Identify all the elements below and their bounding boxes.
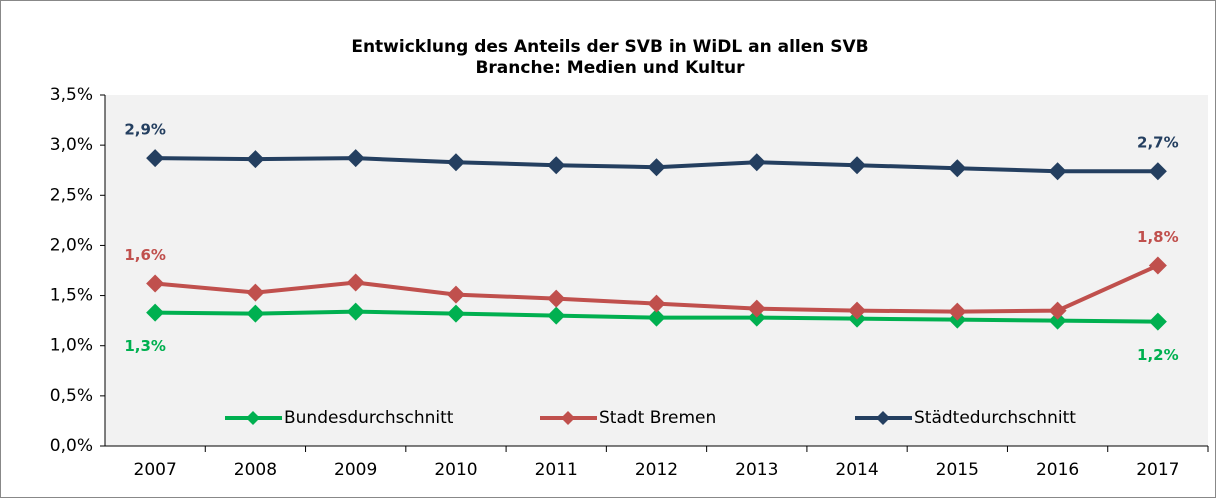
point: [1148, 312, 1167, 331]
point: [547, 306, 566, 325]
point: [547, 289, 566, 308]
x-tick-label: 2011: [535, 460, 578, 480]
chart-title: Entwicklung des Anteils der SVB in WiDL …: [351, 37, 868, 57]
data-label: 1,2%: [1137, 346, 1179, 364]
point: [747, 153, 766, 172]
y-tick-label: 2,0%: [50, 235, 93, 255]
y-tick-label: 1,5%: [50, 286, 93, 306]
point: [1048, 301, 1067, 320]
point: [1148, 162, 1167, 181]
chart-subtitle: Branche: Medien und Kultur: [475, 58, 745, 78]
x-tick-label: 2007: [134, 460, 177, 480]
point: [246, 283, 265, 302]
data-label: 1,8%: [1137, 228, 1179, 246]
point: [948, 302, 967, 321]
point: [246, 304, 265, 323]
point: [647, 294, 666, 313]
point: [647, 158, 666, 177]
x-tick-label: 2012: [635, 460, 678, 480]
y-tick-label: 3,0%: [50, 135, 93, 155]
x-tick-label: 2015: [936, 460, 979, 480]
x-tick-label: 2008: [234, 460, 277, 480]
point: [346, 302, 365, 321]
point: [446, 304, 465, 323]
point: [146, 149, 165, 168]
point: [948, 159, 967, 178]
point: [446, 153, 465, 172]
point: [446, 285, 465, 304]
y-tick-label: 0,5%: [50, 386, 93, 406]
x-tick-label: 2013: [735, 460, 778, 480]
point: [1048, 162, 1067, 181]
point: [146, 303, 165, 322]
point: [747, 308, 766, 327]
legend-marker: [876, 411, 890, 425]
y-tick-label: 3,5%: [50, 85, 93, 105]
y-tick-label: 1,0%: [50, 336, 93, 356]
x-tick-label: 2009: [334, 460, 377, 480]
point: [647, 308, 666, 327]
data-label: 1,3%: [124, 337, 166, 355]
point: [848, 156, 867, 175]
point: [1148, 256, 1167, 275]
legend-marker: [561, 411, 575, 425]
x-tick-label: 2014: [835, 460, 878, 480]
point: [146, 274, 165, 293]
plot-area: [105, 95, 1208, 446]
x-tick-label: 2016: [1036, 460, 1079, 480]
x-tick-label: 2017: [1136, 460, 1179, 480]
point: [346, 149, 365, 168]
point: [1048, 311, 1067, 330]
point: [547, 156, 566, 175]
x-tick-label: 2010: [434, 460, 477, 480]
y-tick-label: 0,0%: [50, 436, 93, 456]
point: [246, 150, 265, 169]
legend-marker: [246, 411, 260, 425]
point: [346, 273, 365, 292]
point: [848, 301, 867, 320]
data-label: 2,7%: [1137, 134, 1179, 152]
legend-label: Bundesdurchschnitt: [284, 408, 454, 428]
legend-label: Städtedurchschnitt: [914, 408, 1076, 428]
data-label: 1,6%: [124, 246, 166, 264]
y-tick-label: 2,5%: [50, 185, 93, 205]
point: [747, 299, 766, 318]
data-label: 2,9%: [124, 121, 166, 139]
legend-label: Stadt Bremen: [599, 408, 716, 428]
